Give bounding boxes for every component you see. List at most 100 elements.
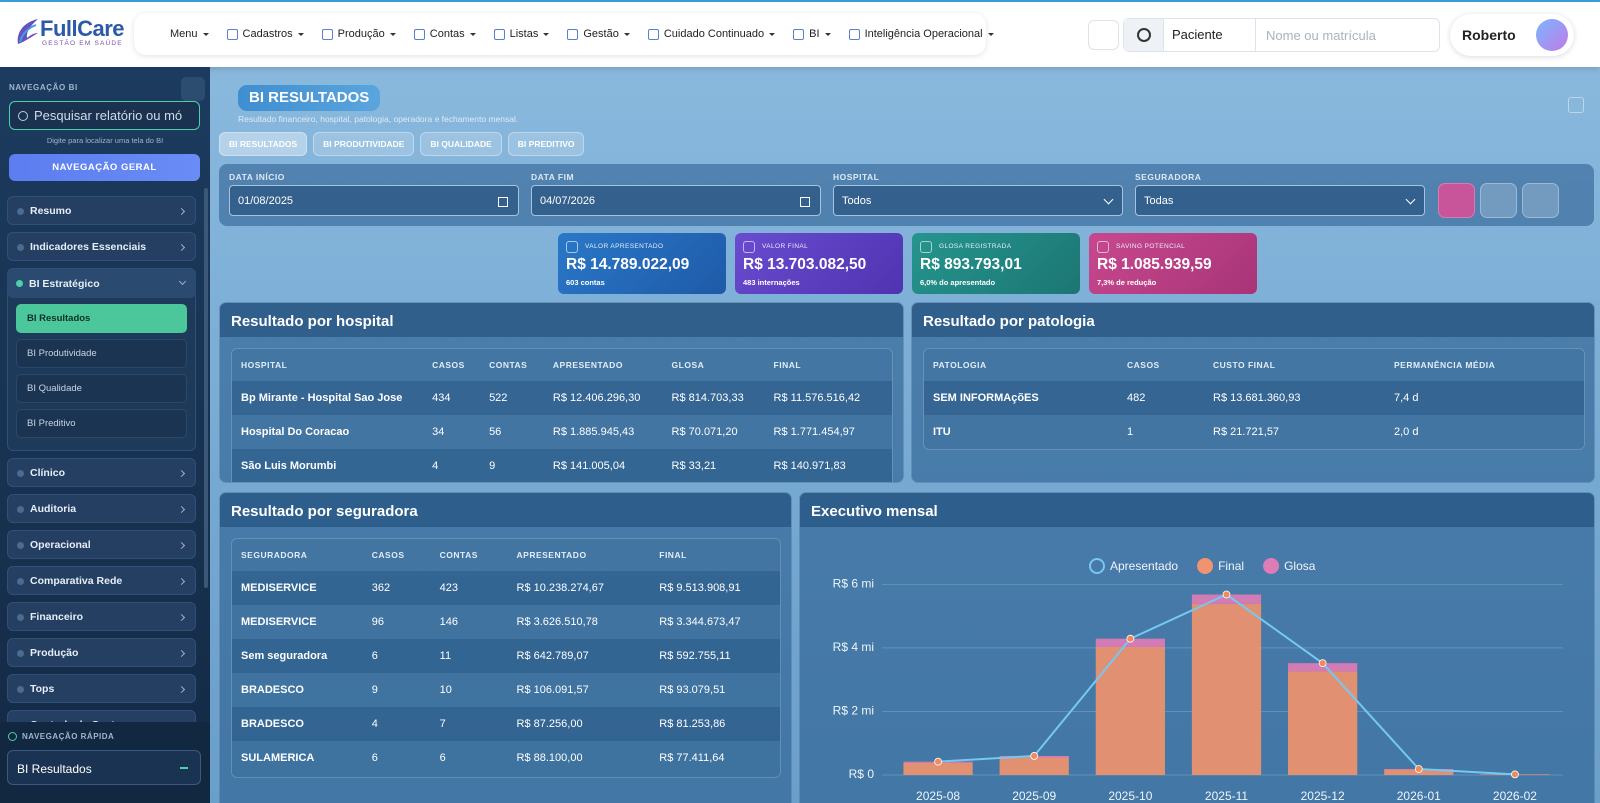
table-cell: R$ 3.626.510,78 xyxy=(516,616,598,628)
table-cell: R$ 88.100,00 xyxy=(516,752,583,764)
table-row: MEDISERVICE 362 423 R$ 10.238.274,67 R$ 9.51… xyxy=(232,571,780,605)
filter-input[interactable]: Todos xyxy=(833,185,1123,216)
table-cell: 482 xyxy=(1127,392,1146,404)
table-row: SEGURADORA CASOS CONTAS APRESENTADO FINAL xyxy=(232,539,780,571)
sidebar-subitem[interactable]: BI Qualidade xyxy=(16,374,187,403)
sidebar-hint: Digite para localizar uma tela do BI xyxy=(46,136,164,145)
filter-input[interactable]: 01/08/2025 xyxy=(229,185,519,216)
sidebar-item[interactable]: Comparativa Rede xyxy=(7,566,196,595)
sidebar-item[interactable]: Operacional xyxy=(7,530,196,559)
table: PATOLOGIA CASOS CUSTO FINAL PERMANÊNCIA MÉD… xyxy=(923,348,1585,450)
table-cell: BRADESCO xyxy=(241,718,304,730)
nav-item[interactable]: Menu xyxy=(170,28,209,40)
table-row: Hospital Do Coracao 34 56 R$ 1.885.945,43 R$… xyxy=(232,415,892,449)
apps-button[interactable] xyxy=(1568,97,1584,113)
table-cell: BRADESCO xyxy=(241,684,304,696)
table-cell: CONTAS xyxy=(489,360,528,370)
point xyxy=(1030,752,1039,760)
search-type[interactable]: Paciente xyxy=(1164,19,1256,51)
kpi-value: R$ 893.793,01 xyxy=(920,256,1022,273)
search-icon[interactable] xyxy=(1124,19,1164,51)
legend-label: Apresentado xyxy=(1110,559,1178,573)
sidebar-subitem[interactable]: BI Preditivo xyxy=(16,409,187,438)
sidebar-subitem[interactable]: BI Resultados xyxy=(16,304,187,333)
user-menu[interactable]: Roberto xyxy=(1450,14,1574,56)
table-cell: R$ 12.406.296,30 xyxy=(552,392,641,404)
table-cell: R$ 1.885.945,43 xyxy=(552,426,635,438)
main-nav: Menu Cadastros Produção Contas Listas Gestão C… xyxy=(134,13,986,55)
nav-item[interactable]: Produção xyxy=(321,28,396,40)
sidebar-item[interactable]: Indicadores Essenciais xyxy=(7,232,196,261)
nav-icon xyxy=(493,28,505,40)
kpi-icon xyxy=(743,241,755,253)
table-cell: 96 xyxy=(371,616,385,628)
table-row: HOSPITAL CASOS CONTAS APRESENTADO GLOSA FINAL xyxy=(232,349,892,381)
quick-nav-select[interactable]: BI Resultados xyxy=(7,750,201,785)
tab[interactable]: BI PREDITIVO xyxy=(507,132,585,156)
sidebar-item[interactable]: Financeiro xyxy=(7,602,196,631)
table-row: BRADESCO 9 10 R$ 106.091,57 R$ 93.079,51 xyxy=(232,673,780,707)
x-tick-label: 2025-10 xyxy=(1108,789,1152,803)
page-subtitle: Resultado financeiro, hospital, patologi… xyxy=(238,114,519,124)
user-name: Roberto xyxy=(1462,27,1516,43)
search-button[interactable] xyxy=(1438,183,1475,218)
legend-label: Final xyxy=(1218,559,1244,573)
kpi-icon xyxy=(566,241,578,253)
table-cell: CASOS xyxy=(371,550,405,560)
table-cell: ITU xyxy=(933,426,951,438)
sidebar-item[interactable]: Clínico xyxy=(7,458,196,487)
kpi-label: VALOR APRESENTADO xyxy=(585,243,664,250)
legend-swatch xyxy=(1263,558,1280,574)
filter-input[interactable]: Todas xyxy=(1135,185,1425,216)
kpi-card: VALOR FINAL R$ 13.703.082,50 483 internaçõ… xyxy=(735,233,903,294)
chat-button[interactable] xyxy=(1088,20,1119,50)
search-input[interactable]: Nome ou matrícula xyxy=(1266,27,1376,43)
nav-item[interactable]: Contas xyxy=(413,28,476,40)
nav-item[interactable]: Inteligência Operacional xyxy=(848,28,994,40)
nav-item[interactable]: Gestão xyxy=(567,28,629,40)
filter-label: DATA INÍCIO xyxy=(229,172,285,182)
sidebar-item[interactable]: Produção xyxy=(7,638,196,667)
sidebar-item[interactable]: BI Estratégico xyxy=(7,269,196,298)
logo[interactable]: FullCare GESTÃO EM SAÚDE xyxy=(14,16,129,50)
table-cell: R$ 11.576.516,42 xyxy=(773,392,861,404)
filter-input[interactable]: 04/07/2026 xyxy=(531,185,821,216)
table-row: PATOLOGIA CASOS CUSTO FINAL PERMANÊNCIA MÉD… xyxy=(924,349,1584,381)
tabs: BI RESULTADOS BI PRODUTIVIDADE BI QUALIDAD… xyxy=(219,132,585,156)
logo-tagline: GESTÃO EM SAÚDE xyxy=(42,40,123,47)
kpi-note: 603 contas xyxy=(566,278,605,287)
table-cell: SEGURADORA xyxy=(241,550,308,560)
table-cell: 522 xyxy=(489,392,508,404)
clear-button[interactable] xyxy=(1480,183,1517,218)
pathology-panel: Resultado por patologia PATOLOGIA CASOS CUS… xyxy=(911,302,1595,483)
table-cell: 6 xyxy=(371,752,378,764)
nav-item[interactable]: BI xyxy=(793,28,830,40)
nav-item[interactable]: Listas xyxy=(493,28,550,40)
tab[interactable]: BI PRODUTIVIDADE xyxy=(313,132,415,156)
panel-title: Resultado por hospital xyxy=(220,303,903,337)
hospital-panel: Resultado por hospital HOSPITAL CASOS CONTA… xyxy=(219,302,904,483)
table-cell: 362 xyxy=(371,582,391,594)
sidebar-item[interactable]: Tops xyxy=(7,674,196,703)
sidebar-subitem[interactable]: BI Produtividade xyxy=(16,339,187,368)
sidebar-toggle[interactable] xyxy=(181,77,205,101)
top-accent xyxy=(0,0,1600,2)
header: FullCare GESTÃO EM SAÚDE Menu Cadastros Pr… xyxy=(0,2,1600,67)
sidebar-item[interactable]: Auditoria xyxy=(7,494,196,523)
sidebar-search[interactable]: Pesquisar relatório ou mó xyxy=(9,101,200,130)
nav-label: Listas xyxy=(509,28,539,40)
filter-label: DATA FIM xyxy=(531,172,575,182)
nav-item[interactable]: Cadastros xyxy=(226,28,304,40)
general-nav-button[interactable]: NAVEGAÇÃO GERAL xyxy=(9,154,200,181)
nav-item[interactable]: Cuidado Continuado xyxy=(647,28,775,40)
point xyxy=(1222,590,1231,599)
insurer-panel: Resultado por seguradora SEGURADORA CASOS C… xyxy=(219,492,792,803)
clear-button[interactable] xyxy=(1522,183,1559,218)
table-cell: 10 xyxy=(439,684,452,696)
kpi-note: 483 internações xyxy=(743,278,800,287)
bar xyxy=(1191,603,1262,775)
tab[interactable]: BI QUALIDADE xyxy=(420,132,502,156)
tab[interactable]: BI RESULTADOS xyxy=(219,132,308,156)
sidebar-item[interactable]: Resumo xyxy=(7,196,196,225)
